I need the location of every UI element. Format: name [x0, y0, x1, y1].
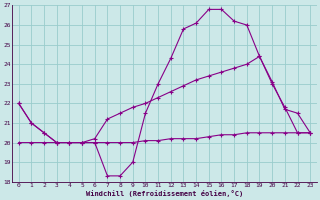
- X-axis label: Windchill (Refroidissement éolien,°C): Windchill (Refroidissement éolien,°C): [86, 190, 243, 197]
